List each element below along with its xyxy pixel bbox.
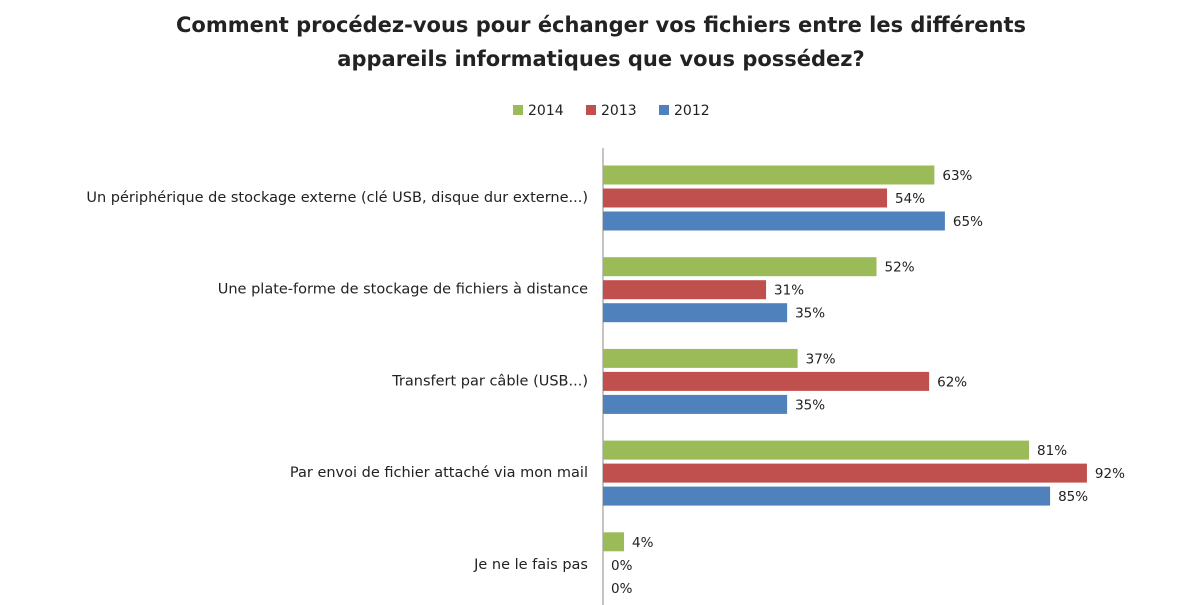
- legend-swatch: [659, 105, 669, 115]
- bar: [603, 394, 788, 414]
- bar: [603, 371, 930, 391]
- data-label: 81%: [1037, 443, 1067, 459]
- bar: [603, 348, 798, 368]
- data-label: 63%: [942, 168, 972, 184]
- legend-label: 2014: [528, 103, 564, 119]
- data-label: 35%: [795, 306, 825, 322]
- data-label: 62%: [937, 374, 967, 390]
- bar: [603, 257, 877, 277]
- category-label: Je ne le fais pas: [473, 557, 588, 573]
- legend-label: 2013: [601, 103, 637, 119]
- legend-label: 2012: [674, 103, 710, 119]
- category-label: Une plate-forme de stockage de fichiers …: [218, 282, 588, 298]
- bar: [603, 463, 1087, 483]
- chart-title: appareils informatiques que vous posséde…: [337, 47, 864, 71]
- chart-title: Comment procédez-vous pour échanger vos …: [176, 13, 1026, 37]
- bar: [603, 486, 1051, 506]
- category-label: Un périphérique de stockage externe (clé…: [86, 190, 588, 206]
- data-label: 85%: [1058, 489, 1088, 505]
- legend-swatch: [513, 105, 523, 115]
- bar: [603, 211, 945, 231]
- bar: [603, 280, 767, 300]
- data-label: 52%: [885, 260, 915, 276]
- data-label: 92%: [1095, 466, 1125, 482]
- category-label: Transfert par câble (USB...): [391, 373, 588, 389]
- bar: [603, 440, 1030, 460]
- data-label: 0%: [611, 581, 633, 597]
- bar: [603, 188, 888, 208]
- bar: [603, 303, 788, 323]
- data-label: 65%: [953, 214, 983, 230]
- data-label: 31%: [774, 283, 804, 299]
- bar: [603, 532, 625, 552]
- category-label: Par envoi de fichier attaché via mon mai…: [290, 465, 588, 481]
- legend-swatch: [586, 105, 596, 115]
- data-label: 4%: [632, 535, 654, 551]
- data-label: 54%: [895, 191, 925, 207]
- data-label: 0%: [611, 558, 633, 574]
- data-label: 35%: [795, 397, 825, 413]
- data-label: 37%: [806, 351, 836, 367]
- bar: [603, 165, 935, 185]
